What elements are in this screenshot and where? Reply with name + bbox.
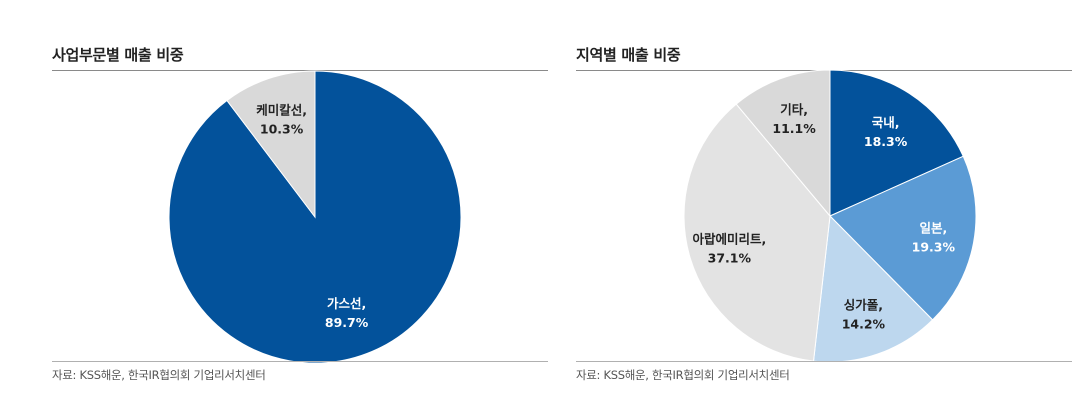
pie-slice-일본 xyxy=(829,155,977,321)
slice-label-기타: 기타, xyxy=(780,102,808,117)
slice-value-아랍에미리트: 37.1% xyxy=(708,250,752,265)
source-note: 자료: KSS해운, 한국IR협의회 기업리서치센터 xyxy=(576,368,790,382)
business-segment-chart-panel: 사업부문별 매출 비중 가스선, 89.7% 케미칼선, 10.3% 자료: KSS해… xyxy=(52,0,548,402)
slice-label-일본: 일본, xyxy=(919,220,947,235)
slice-value-케미칼선: 10.3% xyxy=(260,121,304,136)
slice-value-가스선: 89.7% xyxy=(325,315,369,330)
chart-title: 지역별 매출 비중 xyxy=(576,46,681,64)
slice-label-케미칼선: 케미칼선, xyxy=(256,102,307,117)
slice-label-아랍에미리트: 아랍에미리트, xyxy=(692,231,766,246)
pie-slice-기타 xyxy=(735,69,831,218)
pie-slice-아랍에미리트 xyxy=(683,103,831,362)
source-divider xyxy=(52,361,548,362)
source-divider xyxy=(576,361,1072,362)
region-pie-chart: 국내, 18.3% 일본, 19.3% 싱가폴, 14.2% 아랍에미리트, 37.1% 기타,… xyxy=(683,69,977,363)
slice-value-기타: 11.1% xyxy=(772,121,816,136)
slice-value-싱가폴: 14.2% xyxy=(842,317,886,332)
pie-slice-케미칼선 xyxy=(226,70,316,219)
source-note: 자료: KSS해운, 한국IR협의회 기업리서치센터 xyxy=(52,368,266,382)
region-chart-panel: 지역별 매출 비중 국내, 18.3% 일본, 19.3% 싱가폴, 14.2% 아랍에미리… xyxy=(576,0,1072,402)
slice-value-일본: 19.3% xyxy=(912,239,956,254)
pie-slice-국내 xyxy=(829,69,964,217)
slice-label-국내: 국내, xyxy=(872,115,900,130)
title-divider xyxy=(52,70,548,71)
slice-value-국내: 18.3% xyxy=(864,134,908,149)
business-segment-pie-chart: 가스선, 89.7% 케미칼선, 10.3% xyxy=(168,70,462,364)
slice-label-싱가폴: 싱가폴, xyxy=(844,298,883,313)
chart-title: 사업부문별 매출 비중 xyxy=(52,46,184,64)
slice-label-가스선: 가스선, xyxy=(327,296,366,311)
